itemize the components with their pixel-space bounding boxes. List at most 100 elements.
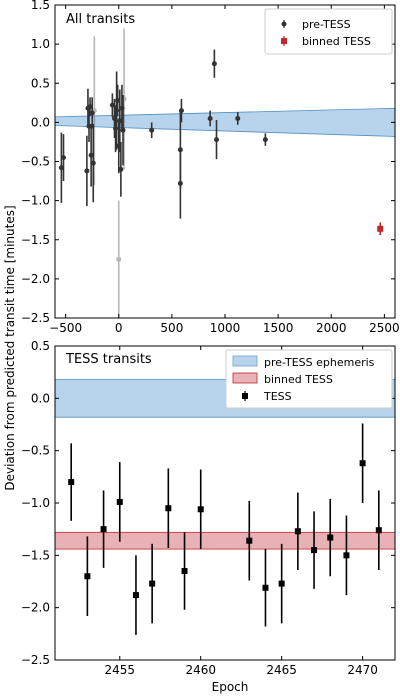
- y-axis-label: Deviation from predicted transit time [m…: [3, 205, 17, 490]
- x-tick-label-0-0: −500: [49, 321, 82, 335]
- point-0-0-27: [211, 49, 217, 78]
- marker: [116, 498, 123, 505]
- point-0-0-10: [109, 93, 115, 117]
- panel-all-transits: −500 0 500 1000 1500 2000 2500 −2.5 −2.0 −1.5 −1.0…: [21, 0, 400, 335]
- marker: [89, 110, 95, 116]
- x-tick-label-0-1: 0: [115, 321, 123, 335]
- point-1-0-6: [165, 468, 172, 549]
- point-0-0-26: [207, 110, 213, 127]
- point-0-0-1: [61, 134, 66, 182]
- marker: [87, 104, 93, 110]
- y-tick-label-0-1: −2.0: [21, 272, 50, 286]
- x-tick-label-0-5: 2000: [316, 321, 347, 335]
- marker: [375, 527, 382, 534]
- marker: [278, 580, 285, 587]
- legend-marker-tess: [242, 391, 248, 401]
- bottom-legend: pre-TESS ephemeris binned TESS TESS: [225, 349, 393, 409]
- marker: [343, 552, 350, 559]
- marker: [149, 127, 155, 133]
- point-0-0-7: [89, 97, 95, 129]
- point-0-0-30: [262, 133, 268, 146]
- panel-tess-transits: 2455 2460 2465 2470 −2.5 −2.0 −1.5 −1.0 −0.5 0.0 0…: [21, 339, 396, 694]
- y-tick-label-0-5: 0.0: [31, 115, 50, 129]
- x-tick-label-1-3: 2470: [347, 663, 378, 677]
- marker: [90, 160, 96, 166]
- marker: [235, 115, 241, 121]
- legend-label-binned-tess-bottom: binned TESS: [264, 373, 333, 386]
- legend-label-binned-tess: binned TESS: [302, 35, 371, 48]
- point-0-0-6: [88, 123, 94, 187]
- y-tick-label-0-8: 1.5: [31, 0, 50, 12]
- bottom-panel-label: TESS transits: [65, 352, 152, 367]
- marker: [165, 505, 172, 512]
- point-0-0-2: [84, 135, 90, 207]
- y-tick-label-1-1: −2.0: [21, 601, 50, 615]
- point-0-0-25: [178, 98, 184, 123]
- point-0-0-19: [120, 94, 126, 166]
- y-tick-label-0-4: −0.5: [21, 155, 50, 169]
- binned-tess-band: [55, 531, 395, 550]
- point-1-0-17: [375, 490, 382, 570]
- y-tick-label-0-7: 1.0: [31, 37, 50, 51]
- y-tick-label-1-6: 0.5: [31, 339, 50, 353]
- point-1-0-7: [181, 532, 188, 610]
- point-1-0-14: [327, 498, 334, 577]
- x-tick-label-0-2: 500: [160, 321, 183, 335]
- marker: [61, 155, 66, 161]
- point-0-0-16: [117, 89, 123, 153]
- marker: [68, 479, 75, 486]
- point-1-0-9: [246, 500, 253, 581]
- point-0-0-9: [91, 36, 97, 185]
- marker: [132, 592, 139, 599]
- marker: [262, 137, 268, 143]
- point-0-0-0: [58, 132, 64, 203]
- point-0-0-17: [118, 141, 124, 197]
- marker: [84, 168, 90, 174]
- x-tick-label-0-6: 2500: [369, 321, 400, 335]
- marker: [109, 102, 115, 108]
- legend-marker-binned-tess: [281, 36, 287, 46]
- bottom-legend-box: [225, 349, 393, 409]
- y-tick-label-1-5: 0.0: [31, 391, 50, 405]
- point-0-0-28: [214, 120, 219, 160]
- legend-label-pre-tess: pre-TESS: [302, 18, 351, 31]
- marker: [91, 108, 97, 114]
- marker: [262, 584, 269, 591]
- point-0-0-4: [86, 110, 92, 142]
- marker: [214, 137, 219, 143]
- marker: [197, 506, 204, 513]
- x-tick-label-1-1: 2460: [185, 663, 216, 677]
- x-tick-label-0-4: 1500: [263, 321, 294, 335]
- x-tick-label-0-3: 1000: [210, 321, 241, 335]
- point-1-0-15: [343, 515, 350, 596]
- marker: [178, 108, 184, 114]
- y-tick-label-0-0: −2.5: [21, 311, 50, 325]
- point-0-0-24: [177, 148, 183, 219]
- y-tick-label-0-3: −1.0: [21, 194, 50, 208]
- marker: [115, 97, 121, 103]
- legend-label-tess: TESS: [263, 390, 292, 403]
- point-1-0-11: [278, 543, 285, 624]
- legend-swatch-binned-tess: [232, 372, 258, 384]
- point-0-0-21: [116, 200, 122, 318]
- y-tick-label-1-2: −1.5: [21, 548, 50, 562]
- marker: [149, 580, 156, 587]
- top-plot-area: [54, 4, 396, 319]
- x-tick-label-1-0: 2455: [104, 663, 135, 677]
- point-1-0-12: [294, 492, 301, 570]
- marker: [294, 528, 301, 535]
- marker: [327, 534, 334, 541]
- marker: [377, 225, 384, 232]
- marker: [88, 152, 94, 158]
- point-1-0-10: [262, 549, 269, 627]
- point-1-0-8: [197, 469, 204, 550]
- top-legend: pre-TESS binned TESS: [264, 8, 393, 55]
- point-1-0-0: [68, 443, 75, 521]
- marker: [120, 127, 126, 133]
- marker: [211, 61, 217, 67]
- point-1-0-3: [116, 462, 123, 542]
- point-1-0-1: [84, 536, 91, 617]
- legend-swatch-pre-tess-ephemeris: [232, 355, 258, 367]
- y-tick-label-0-6: 0.5: [31, 76, 50, 90]
- x-tick-label-1-2: 2465: [266, 663, 297, 677]
